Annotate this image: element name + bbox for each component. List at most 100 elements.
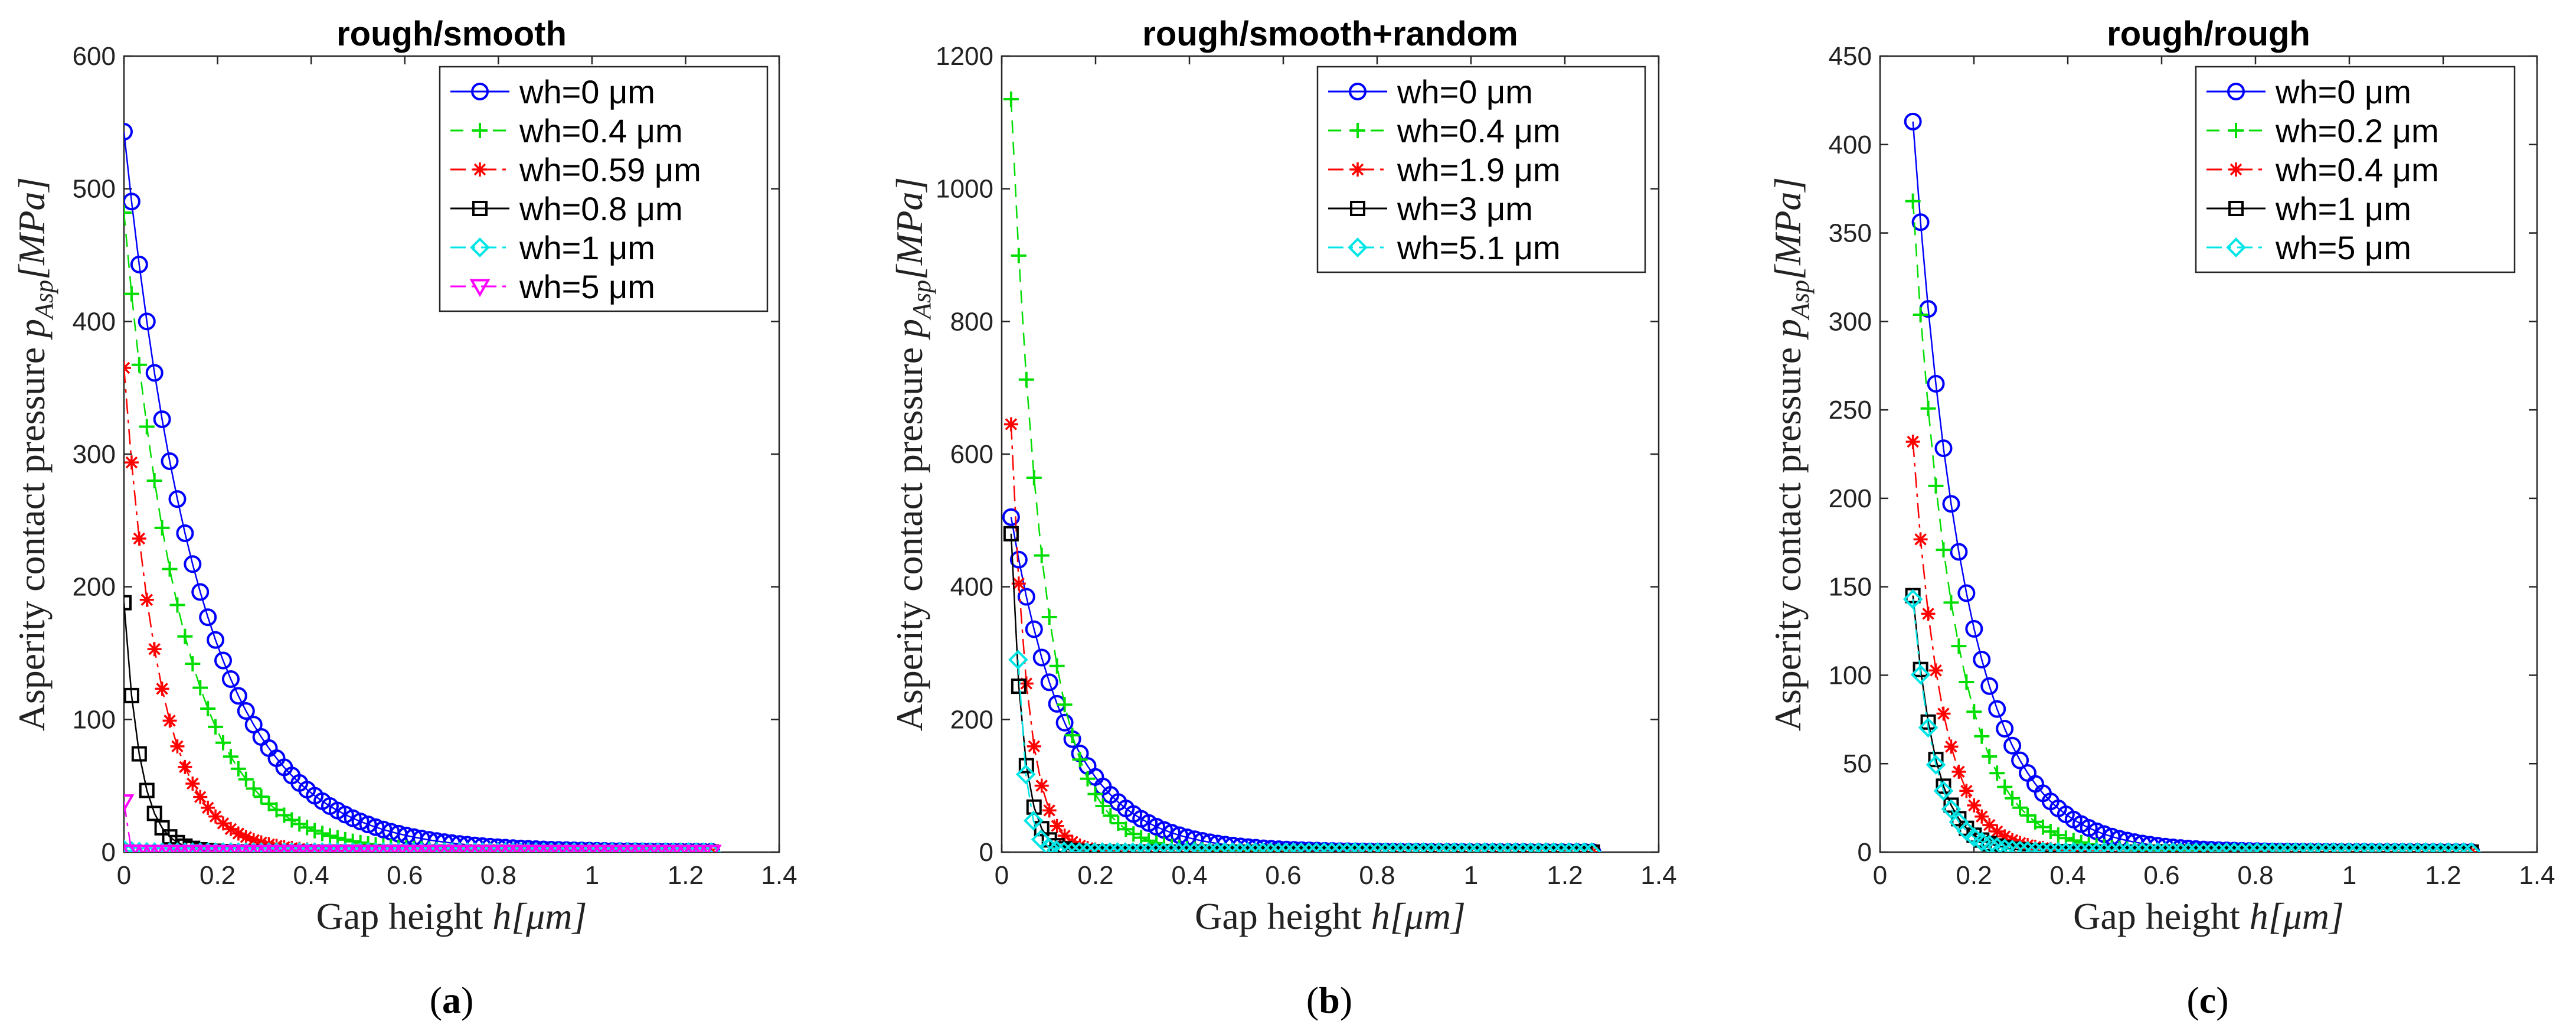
legend-marker	[473, 162, 487, 177]
series-point	[1027, 739, 1041, 754]
series-point	[1498, 842, 1518, 852]
series-point	[200, 700, 216, 716]
series-point	[1345, 842, 1365, 852]
series-point	[231, 826, 246, 841]
series-point	[244, 716, 263, 734]
x-tick-label: 1.2	[668, 861, 704, 890]
series-point	[201, 800, 215, 815]
series-point	[162, 561, 178, 577]
y-tick-label: 400	[1829, 131, 1872, 159]
series-point	[1967, 798, 1982, 813]
series-point	[2186, 842, 2206, 852]
series-point	[2362, 842, 2382, 852]
series-point	[2020, 807, 2036, 823]
series-point	[216, 816, 231, 831]
x-tick-label: 0	[1873, 861, 1887, 890]
x-tick-label: 1.2	[1547, 861, 1583, 890]
series-point	[2400, 842, 2420, 852]
series-point	[1482, 842, 1503, 852]
series-point	[2041, 841, 2061, 852]
legend-label: wh=0 μm	[1397, 73, 1533, 110]
y-axis-label: Asperity contact pressure pAsp[MPa]	[888, 177, 936, 732]
series-point	[1050, 818, 1064, 833]
chart-title: rough/smooth+random	[1142, 15, 1518, 53]
legend-label: wh=0.2 μm	[2275, 112, 2439, 149]
series-point	[1095, 798, 1111, 814]
chart-title: rough/rough	[2107, 15, 2310, 53]
y-tick-label: 0	[1858, 838, 1872, 867]
legend-marker	[470, 237, 490, 257]
series-point	[246, 833, 261, 847]
y-tick-label: 800	[950, 307, 993, 336]
series-point	[1046, 840, 1067, 852]
y-axis-label-unit: [MPa]	[11, 177, 53, 280]
panel-label-close: )	[1340, 979, 1352, 1021]
y-tick-label: 100	[73, 705, 116, 734]
y-tick-label: 200	[950, 705, 993, 734]
series-point	[1928, 478, 1944, 494]
series-point	[1902, 589, 1923, 609]
series-point	[1905, 435, 1920, 449]
y-tick-label: 200	[73, 573, 116, 602]
series-point	[1421, 842, 1441, 852]
series-line	[1912, 201, 2472, 852]
legend-label: wh=0 μm	[2275, 73, 2411, 110]
legend-label: wh=1 μm	[519, 229, 655, 266]
series-point	[2331, 842, 2352, 852]
y-tick-label: 50	[1843, 749, 1872, 778]
x-tick-label: 0.4	[2049, 861, 2085, 890]
series-point	[2124, 842, 2145, 852]
series-point	[2117, 842, 2137, 852]
panel-label-open: (	[430, 979, 442, 1021]
legend-entry: wh=1.9 μm	[1328, 151, 1561, 188]
series-point	[2323, 842, 2344, 852]
series-point	[155, 681, 169, 696]
series-point	[2408, 842, 2428, 852]
series-point	[1314, 842, 1334, 852]
legend-label: wh=0.4 μm	[1397, 112, 1561, 149]
series-point	[2308, 842, 2329, 852]
series-point	[178, 759, 192, 774]
series-point	[2170, 842, 2191, 852]
legend-marker	[472, 123, 488, 138]
y-axis-label-math: p	[888, 319, 930, 340]
series-point	[1130, 842, 1150, 852]
series-point	[1057, 697, 1073, 713]
series-point	[1306, 842, 1327, 852]
series-point	[207, 631, 225, 649]
series-point	[2155, 842, 2176, 852]
series-point	[1176, 842, 1197, 852]
series-point	[2277, 842, 2298, 852]
series-point	[1927, 374, 1945, 393]
x-tick-label: 0.2	[1956, 861, 1992, 890]
series-point	[1941, 799, 1962, 819]
x-tick-label: 0.8	[480, 861, 516, 890]
series-point	[1959, 674, 1975, 690]
series-point	[208, 809, 223, 824]
series-point	[1995, 839, 2015, 852]
panel-label-open: (	[1306, 979, 1319, 1021]
series-5	[1008, 650, 1602, 852]
series-point	[124, 360, 131, 375]
series-point	[2011, 751, 2029, 769]
series-point	[2385, 842, 2405, 852]
series-point	[185, 656, 201, 672]
series-point	[2239, 842, 2260, 852]
series-point	[154, 520, 170, 536]
legend-marker	[2229, 162, 2243, 177]
series-point	[1957, 584, 1976, 602]
series-point	[1551, 842, 1571, 852]
series-point	[1011, 679, 1027, 694]
series-point	[2262, 842, 2283, 852]
series-point	[147, 642, 162, 657]
series-point	[2254, 842, 2275, 852]
series-point	[146, 473, 162, 489]
series-point	[1207, 842, 1227, 852]
series-point	[1965, 619, 1983, 638]
series-point	[138, 312, 156, 331]
series-point	[1444, 842, 1464, 852]
x-tick-label: 1.4	[761, 861, 797, 890]
